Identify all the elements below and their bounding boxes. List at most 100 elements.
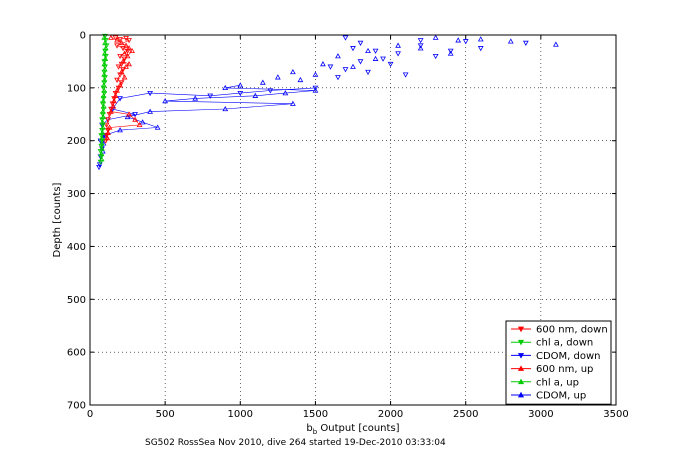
data-point bbox=[102, 132, 108, 138]
data-point bbox=[192, 95, 199, 101]
data-point bbox=[101, 69, 108, 76]
data-point bbox=[100, 113, 107, 120]
data-point bbox=[121, 74, 128, 80]
data-point bbox=[462, 39, 469, 45]
legend-entry: 600 nm, down bbox=[511, 325, 608, 336]
data-point bbox=[120, 67, 126, 73]
data-point bbox=[126, 111, 132, 117]
legend-label: chl a, down bbox=[536, 338, 593, 349]
y-tick-label: 700 bbox=[67, 401, 86, 412]
x-axis-label: bb Output [counts] bbox=[306, 423, 399, 436]
legend-marker bbox=[517, 378, 525, 385]
data-point bbox=[267, 88, 274, 94]
legend-label: chl a, up bbox=[536, 377, 579, 388]
data-point bbox=[290, 68, 296, 75]
series-chl-a-up bbox=[98, 34, 109, 162]
legend-entry: chl a, down bbox=[511, 338, 593, 349]
data-point bbox=[282, 90, 289, 96]
data-point bbox=[154, 124, 161, 130]
data-point bbox=[118, 39, 125, 46]
data-point bbox=[117, 96, 123, 102]
data-point bbox=[101, 34, 108, 40]
data-point bbox=[101, 66, 108, 72]
legend-label: 600 nm, up bbox=[536, 364, 593, 375]
data-point bbox=[365, 47, 371, 54]
data-point bbox=[123, 63, 129, 69]
data-point bbox=[102, 48, 108, 54]
legend-marker bbox=[517, 339, 525, 346]
legend: 600 nm, down chl a, down CDOM, down 600 nm,… bbox=[505, 320, 612, 405]
data-point bbox=[100, 103, 107, 109]
data-point bbox=[357, 40, 364, 46]
y-axis-label: Depth [counts] bbox=[52, 182, 63, 257]
series-line bbox=[102, 84, 316, 152]
data-point bbox=[101, 50, 108, 56]
data-point bbox=[99, 127, 105, 134]
legend-label: CDOM, up bbox=[536, 391, 586, 402]
data-point bbox=[274, 74, 281, 80]
data-point bbox=[327, 64, 334, 70]
data-point bbox=[101, 76, 108, 83]
data-point bbox=[103, 122, 110, 128]
data-point bbox=[372, 48, 379, 54]
data-point bbox=[365, 69, 371, 76]
data-point bbox=[118, 68, 125, 75]
data-point bbox=[108, 108, 114, 114]
data-point bbox=[104, 135, 111, 141]
x-tick-label: 3000 bbox=[528, 409, 553, 420]
data-point bbox=[237, 90, 244, 97]
legend-box bbox=[505, 320, 612, 405]
data-point bbox=[312, 85, 319, 91]
axes-frame bbox=[89, 34, 617, 406]
data-point bbox=[342, 35, 349, 41]
data-point bbox=[98, 140, 105, 146]
data-point bbox=[100, 92, 107, 98]
data-point bbox=[477, 36, 484, 42]
data-point bbox=[129, 47, 135, 54]
data-point bbox=[114, 87, 120, 93]
data-point bbox=[101, 61, 108, 67]
data-point bbox=[455, 37, 462, 43]
data-point bbox=[139, 119, 146, 125]
legend-marker bbox=[517, 326, 525, 333]
data-point bbox=[120, 58, 126, 64]
data-point bbox=[320, 61, 326, 67]
data-point bbox=[447, 48, 454, 54]
y-tick-label: 500 bbox=[67, 295, 86, 306]
data-point bbox=[417, 43, 424, 49]
x-tick-label: 2000 bbox=[378, 409, 403, 420]
legend-entry: CDOM, up bbox=[511, 391, 586, 402]
data-point bbox=[417, 45, 424, 51]
y-tick-label: 100 bbox=[67, 83, 86, 94]
data-point bbox=[297, 76, 304, 83]
data-point bbox=[102, 53, 109, 60]
legend-entry: 600 nm, up bbox=[511, 364, 593, 375]
data-point bbox=[102, 39, 108, 46]
data-point bbox=[100, 124, 106, 130]
data-point bbox=[357, 59, 364, 65]
data-point bbox=[136, 121, 143, 128]
data-point bbox=[477, 46, 484, 52]
x-axis-label-subscript: b bbox=[313, 428, 318, 436]
data-point bbox=[117, 53, 123, 60]
data-point bbox=[99, 135, 105, 141]
data-point bbox=[222, 84, 229, 91]
data-point bbox=[312, 71, 319, 77]
data-point bbox=[237, 82, 244, 88]
data-point bbox=[132, 116, 138, 122]
legend-marker bbox=[517, 365, 525, 371]
series-layer bbox=[96, 33, 559, 171]
y-tick-label: 400 bbox=[67, 242, 86, 253]
data-point bbox=[290, 100, 296, 106]
series-cdom-down bbox=[96, 35, 529, 171]
data-point bbox=[100, 85, 107, 91]
data-point bbox=[99, 145, 105, 151]
data-point bbox=[114, 37, 120, 43]
data-point bbox=[101, 87, 108, 93]
data-point bbox=[102, 75, 108, 81]
data-point bbox=[350, 46, 356, 52]
data-point bbox=[105, 117, 111, 123]
data-point bbox=[124, 53, 131, 59]
data-point bbox=[121, 50, 128, 56]
